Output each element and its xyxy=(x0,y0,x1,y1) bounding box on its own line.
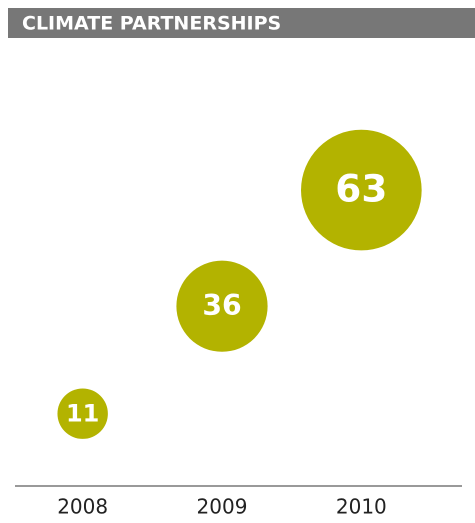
value-label: 36 xyxy=(202,289,241,322)
bubble xyxy=(301,129,422,251)
value-label: 63 xyxy=(335,167,387,211)
chart-title: CLIMATE PARTNERSHIPS xyxy=(22,13,281,35)
x-tick-label: 2008 xyxy=(57,495,108,519)
x-tick-label: 2010 xyxy=(336,495,387,519)
value-label: 11 xyxy=(66,400,99,428)
bubble xyxy=(176,260,268,352)
bubble xyxy=(57,388,108,439)
title-bar xyxy=(8,8,475,38)
x-tick-label: 2009 xyxy=(197,495,248,519)
